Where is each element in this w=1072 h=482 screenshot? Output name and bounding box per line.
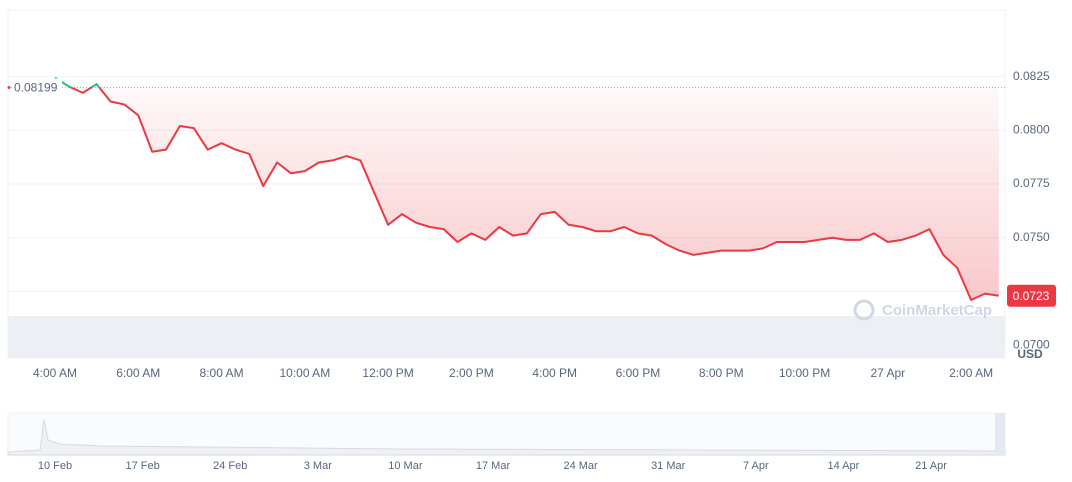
reference-label: 0.08199 [14,81,58,95]
x-tick-label: 2:00 PM [449,366,494,380]
x-tick-label: 27 Apr [870,366,905,380]
y-tick-label: 0.0750 [1013,230,1050,244]
reference-dot [7,86,11,90]
current-price-box [1007,284,1056,307]
watermark-logo [853,299,875,321]
x-tick-label: 2:00 AM [949,366,993,380]
current-price-label: 0.0723 [1013,289,1050,303]
x-tick-label: 4:00 PM [532,366,577,380]
navigator-label: 7 Apr [743,460,769,472]
x-tick-label: 10:00 AM [279,366,330,380]
x-tick-label: 6:00 PM [616,366,661,380]
navigator-label: 10 Mar [388,460,423,472]
x-tick-label: 12:00 PM [362,366,413,380]
navigator-label: 31 Mar [651,460,686,472]
x-tick-label: 4:00 AM [33,366,77,380]
y-tick-label: 0.0825 [1013,69,1050,83]
navigator-label: 24 Feb [213,460,247,472]
price-line [54,76,999,301]
navigator-handle[interactable] [995,413,1005,455]
reference-label-bg [12,78,62,97]
navigator-label: 3 Mar [304,460,332,472]
navigator-label: 17 Feb [125,460,159,472]
navigator-label: 10 Feb [38,460,72,472]
watermark: CoinMarketCap [882,302,992,319]
navigator-label: 24 Mar [563,460,598,472]
navigator-label: 14 Apr [827,460,859,472]
y-axis-label: USD [1017,347,1043,361]
x-tick-label: 8:00 PM [699,366,744,380]
price-area [55,77,999,300]
y-tick-label: 0.0800 [1013,122,1050,136]
y-tick-label: 0.0775 [1013,176,1050,190]
volume-band [8,316,1005,358]
x-tick-label: 8:00 AM [200,366,244,380]
y-tick-label: 0.0700 [1013,337,1050,351]
x-tick-label: 10:00 PM [779,366,830,380]
x-tick-label: 6:00 AM [116,366,160,380]
navigator-label: 17 Mar [476,460,511,472]
navigator-label: 21 Apr [915,460,947,472]
